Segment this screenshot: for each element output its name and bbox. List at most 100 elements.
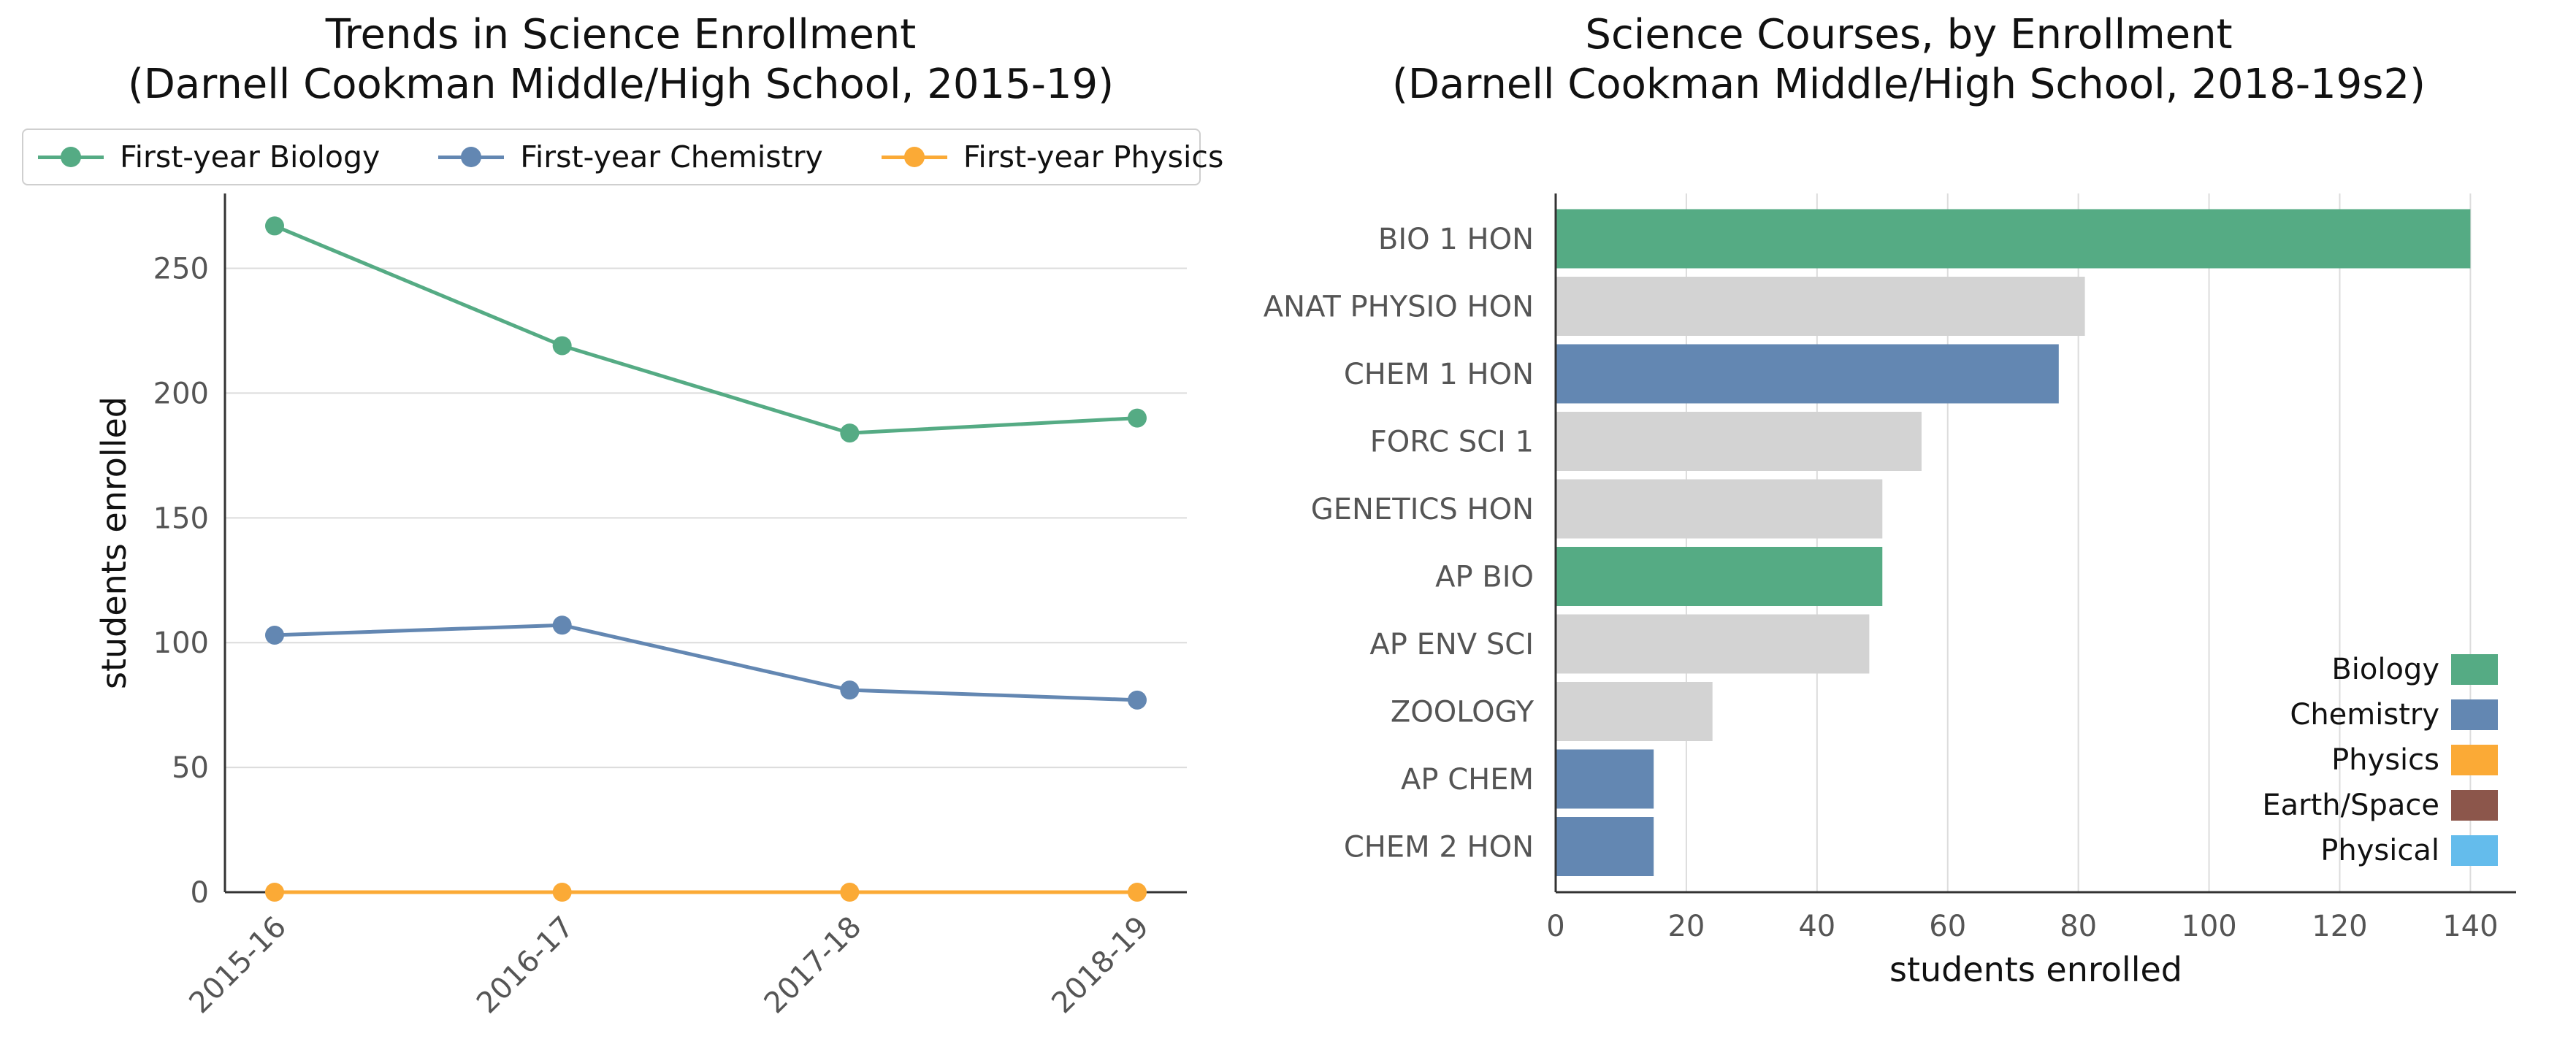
x-tick-label: 2015-16 bbox=[183, 910, 293, 1021]
legend-label: Earth/Space bbox=[2262, 789, 2439, 822]
x-tick-label: 120 bbox=[2312, 910, 2367, 943]
bar bbox=[1556, 209, 2471, 269]
legend-marker-physics bbox=[881, 142, 947, 172]
bar-chart-title-line-1: Science Courses, by Enrollment bbox=[1585, 11, 2233, 58]
line-chart-grid bbox=[225, 267, 1187, 769]
data-point bbox=[265, 883, 284, 902]
series-biology bbox=[265, 216, 1147, 443]
legend-item-biology: First-year Biology bbox=[38, 139, 380, 174]
series-physics bbox=[265, 883, 1147, 902]
bar-chart-title-line-2: (Darnell Cookman Middle/High School, 201… bbox=[1392, 61, 2426, 108]
line-chart-legend: First-year Biology First-year Chemistry … bbox=[22, 128, 1223, 185]
bar bbox=[1556, 817, 1654, 876]
legend-item-chemistry: Chemistry bbox=[2089, 698, 2498, 732]
x-tick-label: 140 bbox=[2442, 910, 2498, 943]
bar bbox=[1556, 412, 1922, 471]
legend-marker-chemistry bbox=[438, 142, 505, 172]
legend-label: Biology bbox=[2331, 653, 2439, 686]
bar-chart-bars bbox=[1556, 209, 2471, 876]
bar bbox=[1556, 749, 1654, 809]
bar bbox=[1556, 277, 2085, 336]
line-chart-panel: Trends in Science Enrollment (Darnell Co… bbox=[0, 0, 1242, 1055]
bar-chart-panel: Science Courses, by Enrollment (Darnell … bbox=[1242, 0, 2576, 1055]
x-tick-label: 2016-17 bbox=[470, 910, 581, 1021]
bar-chart-axes bbox=[1554, 193, 2516, 894]
y-tick-label: 200 bbox=[153, 377, 209, 410]
legend-swatch bbox=[2451, 654, 2498, 685]
x-tick-label: 100 bbox=[2181, 910, 2236, 943]
bar-chart-x-axis-label: students enrolled bbox=[1889, 950, 2182, 989]
bar bbox=[1556, 479, 1883, 539]
legend-swatch bbox=[2451, 699, 2498, 730]
line-chart-x-ticks: 2015-16 2016-17 2017-18 2018-19 bbox=[183, 910, 1155, 1021]
category-label: ZOOLOGY bbox=[1391, 696, 1534, 729]
category-label: GENETICS HON bbox=[1311, 493, 1534, 526]
y-tick-label: 250 bbox=[153, 253, 209, 286]
category-label: FORC SCI 1 bbox=[1370, 426, 1534, 459]
bar bbox=[1556, 344, 2059, 404]
line-chart-y-ticks: 0 50 100 150 200 250 bbox=[153, 253, 209, 910]
data-point bbox=[840, 423, 860, 443]
data-point bbox=[265, 625, 284, 645]
category-label: AP ENV SCI bbox=[1369, 628, 1534, 661]
legend-label-biology: First-year Biology bbox=[120, 139, 381, 174]
line-chart-title-line-2: (Darnell Cookman Middle/High School, 201… bbox=[127, 61, 1115, 108]
data-point bbox=[552, 883, 572, 902]
legend-item-physics: First-year Physics bbox=[881, 139, 1224, 174]
legend-item-earth-space: Earth/Space bbox=[2089, 789, 2498, 822]
y-tick-label: 150 bbox=[153, 502, 209, 535]
legend-label-physics: First-year Physics bbox=[963, 139, 1224, 174]
legend-swatch bbox=[2451, 745, 2498, 775]
y-tick-label: 0 bbox=[191, 876, 209, 910]
legend-swatch bbox=[2451, 835, 2498, 866]
legend-label: Physics bbox=[2331, 743, 2439, 777]
bar bbox=[1556, 547, 1883, 606]
bar-chart-legend: Biology Chemistry Physics Earth/Space Physic… bbox=[2089, 653, 2498, 867]
legend-item-physical: Physical bbox=[2089, 834, 2498, 867]
data-point bbox=[552, 336, 572, 356]
x-tick-label: 0 bbox=[1546, 910, 1564, 943]
line-chart-title-line-1: Trends in Science Enrollment bbox=[325, 11, 917, 58]
line-chart-axes bbox=[223, 193, 1187, 894]
bar-chart-category-labels: BIO 1 HON ANAT PHYSIO HON CHEM 1 HON FORC S… bbox=[1264, 223, 1534, 864]
data-point bbox=[265, 216, 284, 236]
legend-label: Physical bbox=[2320, 834, 2439, 867]
data-point bbox=[840, 680, 860, 700]
bar bbox=[1556, 614, 1870, 674]
legend-label-chemistry: First-year Chemistry bbox=[520, 139, 823, 174]
x-tick-label: 60 bbox=[1929, 910, 1966, 943]
data-point bbox=[1128, 408, 1147, 428]
y-tick-label: 100 bbox=[153, 626, 209, 660]
series-line bbox=[274, 224, 1138, 435]
legend-marker-biology bbox=[38, 142, 104, 172]
category-label: CHEM 1 HON bbox=[1344, 358, 1534, 391]
x-tick-label: 40 bbox=[1798, 910, 1835, 943]
legend-item-chemistry: First-year Chemistry bbox=[438, 139, 823, 174]
line-chart-series bbox=[265, 216, 1147, 902]
series-line bbox=[274, 623, 1138, 702]
category-label: ANAT PHYSIO HON bbox=[1264, 291, 1534, 324]
series-chemistry bbox=[265, 615, 1147, 710]
line-chart-y-axis-label: students enrolled bbox=[94, 396, 134, 689]
category-label: CHEM 2 HON bbox=[1344, 831, 1534, 864]
category-label: AP CHEM bbox=[1401, 763, 1534, 797]
x-tick-label: 20 bbox=[1667, 910, 1705, 943]
bar-chart-plot: 0 20 40 60 80 100 120 140 BIO 1 HON ANAT PHYSIO … bbox=[1264, 193, 2516, 989]
legend-swatch bbox=[2451, 790, 2498, 821]
bar-chart-x-ticks: 0 20 40 60 80 100 120 140 bbox=[1546, 910, 2498, 943]
data-point bbox=[1128, 690, 1147, 710]
legend-item-biology: Biology bbox=[2089, 653, 2498, 686]
category-label: AP BIO bbox=[1435, 561, 1534, 594]
category-label: BIO 1 HON bbox=[1378, 223, 1534, 256]
x-tick-label: 80 bbox=[2060, 910, 2097, 943]
line-chart-title: Trends in Science Enrollment (Darnell Co… bbox=[0, 10, 1242, 110]
bar bbox=[1556, 682, 1713, 741]
data-point bbox=[840, 883, 860, 902]
legend-label: Chemistry bbox=[2290, 698, 2439, 732]
data-point bbox=[1128, 883, 1147, 902]
bar-chart-title: Science Courses, by Enrollment (Darnell … bbox=[1242, 10, 2576, 110]
x-tick-label: 2017-18 bbox=[758, 910, 868, 1021]
legend-item-physics: Physics bbox=[2089, 743, 2498, 777]
x-tick-label: 2018-19 bbox=[1045, 910, 1155, 1021]
